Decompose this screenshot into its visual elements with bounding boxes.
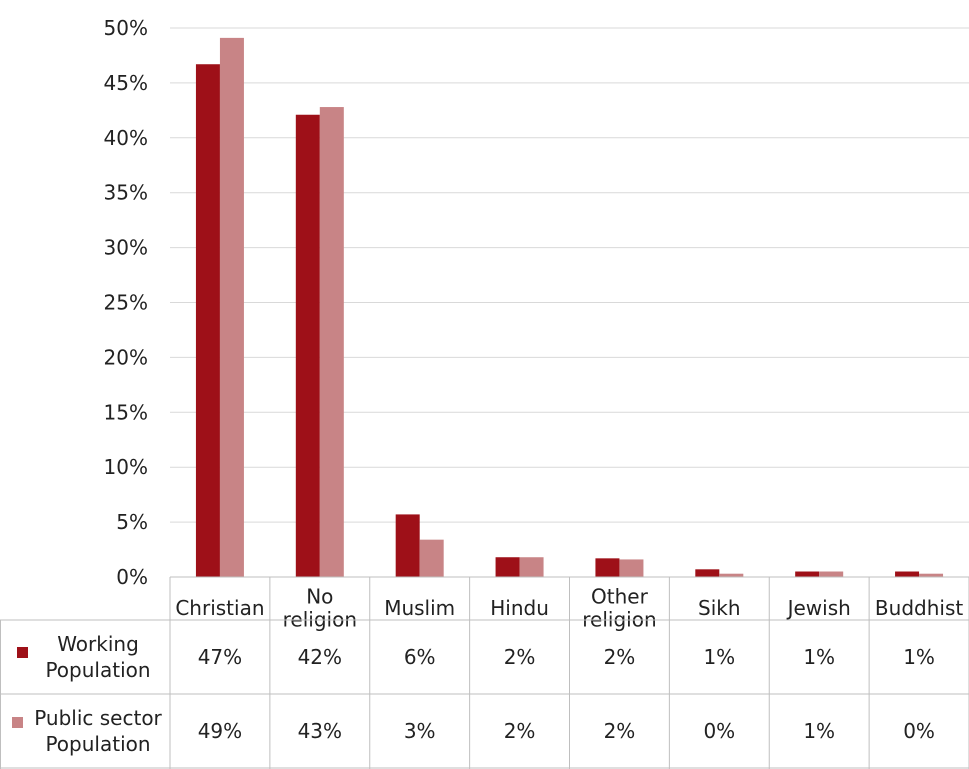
y-tick-label: 15% [104, 400, 148, 424]
table-cell: 2% [504, 719, 536, 743]
table-cell: 43% [298, 719, 342, 743]
bar [619, 559, 644, 577]
bar [819, 571, 844, 577]
table-cell: 1% [803, 719, 835, 743]
table-cell: 1% [703, 645, 735, 669]
table-cell: 42% [298, 645, 342, 669]
category-labels: Christian No religion Muslim Hindu Other relig… [175, 585, 963, 632]
bar [519, 557, 544, 577]
bar [595, 558, 620, 577]
y-axis-ticks: 0% 5% 10% 15% 20% 25% 30% 35% 40% 45% 50% [104, 16, 148, 589]
table-cell: 0% [703, 719, 735, 743]
gridlines [170, 27, 969, 523]
y-tick-label: 25% [104, 291, 148, 315]
table-cell: 0% [903, 719, 935, 743]
table-cell: 49% [198, 719, 242, 743]
y-tick-label: 35% [104, 181, 148, 205]
legend-label: Public sector Population [34, 706, 162, 756]
table-cell: 2% [604, 719, 636, 743]
bar [295, 114, 320, 577]
y-tick-label: 45% [104, 71, 148, 95]
y-tick-label: 40% [104, 126, 148, 150]
table-cell: 1% [903, 645, 935, 669]
table-cell: 2% [604, 645, 636, 669]
y-tick-label: 30% [104, 236, 148, 260]
legend-label: Working Population [45, 632, 150, 682]
bar [719, 573, 744, 577]
y-tick-label: 5% [116, 510, 148, 534]
table-cell: 47% [198, 645, 242, 669]
category-label: Buddhist [875, 596, 963, 620]
category-label: Jewish [786, 596, 851, 620]
table-cell: 2% [504, 645, 536, 669]
category-label: Christian [175, 596, 264, 620]
bar [495, 557, 520, 577]
bar [895, 571, 920, 577]
bar [795, 571, 820, 577]
bar [395, 514, 420, 577]
y-tick-label: 20% [104, 345, 148, 369]
category-label: Hindu [490, 596, 549, 620]
table-cell: 6% [404, 645, 436, 669]
legend-swatch [12, 717, 23, 728]
bar [219, 37, 244, 577]
bar [695, 569, 720, 577]
table-cell: 3% [404, 719, 436, 743]
bar [419, 539, 444, 577]
data-table: Working Population 47% 42% 6% 2% 2% 1% 1% 1% Publi… [0, 577, 969, 769]
bars [195, 37, 944, 577]
category-label: Other religion [582, 585, 656, 632]
category-label: Muslim [384, 596, 455, 620]
category-label: No religion [283, 585, 357, 632]
y-tick-label: 50% [104, 16, 148, 40]
category-label: Sikh [698, 596, 741, 620]
bar [919, 573, 944, 577]
y-tick-label: 0% [116, 565, 148, 589]
y-tick-label: 10% [104, 455, 148, 479]
bar [195, 64, 220, 577]
bar [319, 107, 344, 577]
legend-swatch [17, 647, 28, 658]
table-cell: 1% [803, 645, 835, 669]
